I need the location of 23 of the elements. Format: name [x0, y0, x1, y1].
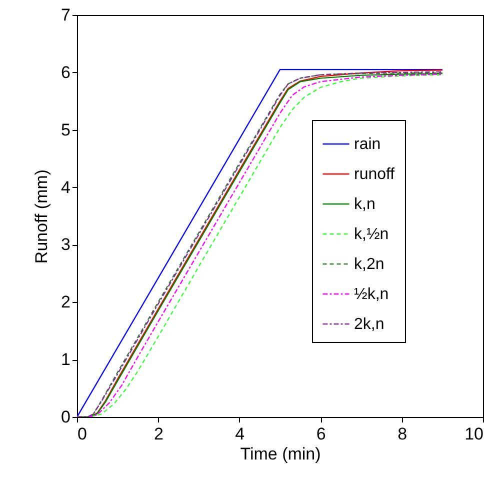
- legend-label: runoff: [354, 166, 396, 183]
- x-tick-label: 10: [464, 424, 484, 444]
- y-tick-label: 3: [61, 235, 70, 254]
- legend-label: k,2n: [354, 256, 384, 273]
- legend-label: k,n: [354, 196, 376, 213]
- x-tick-label: 8: [398, 424, 408, 444]
- legend-label: rain: [354, 136, 381, 153]
- y-tick-label: 5: [61, 120, 70, 140]
- y-tick-label: 0: [61, 408, 70, 426]
- y-tick-label: 2: [61, 292, 70, 312]
- y-tick-label: 7: [61, 6, 70, 24]
- legend-label: k,½n: [354, 226, 389, 243]
- y-axis-title: Runoff (mm): [32, 169, 52, 264]
- legend-label: ½k,n: [354, 286, 389, 303]
- x-axis-title: Time (min): [240, 444, 321, 464]
- x-tick-label: 2: [154, 424, 164, 444]
- legend-label: 2k,n: [354, 316, 384, 333]
- x-tick-label: 0: [78, 424, 87, 444]
- y-tick-label: 6: [61, 62, 70, 82]
- y-tick-label: 4: [61, 178, 70, 197]
- x-tick-label: 4: [235, 424, 245, 444]
- y-tick-label: 1: [61, 350, 70, 370]
- x-tick-label: 6: [316, 424, 326, 444]
